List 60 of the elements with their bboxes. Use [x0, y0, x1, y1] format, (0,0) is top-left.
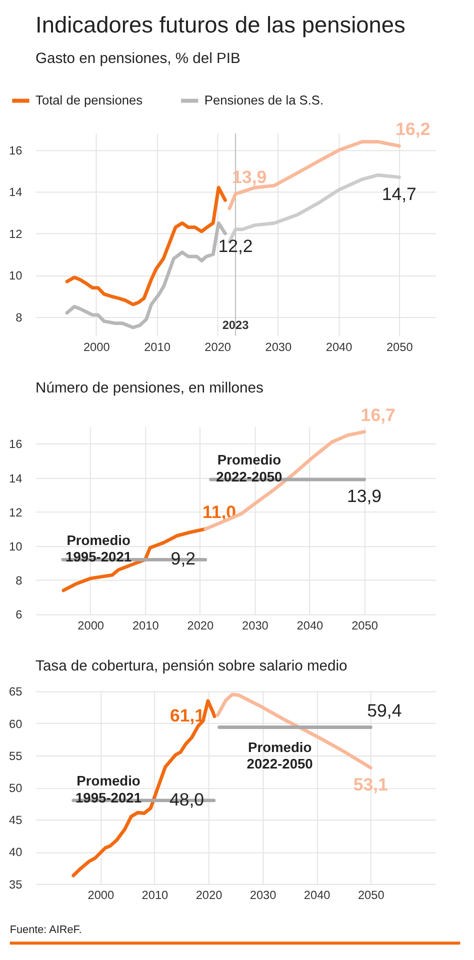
data-label: 14,7: [382, 184, 416, 204]
legend-label: Total de pensiones: [36, 92, 143, 108]
x-tick-label: 2010: [144, 340, 171, 354]
x-tick-label: 2010: [142, 888, 169, 902]
y-tick-label: 50: [9, 781, 23, 796]
x-tick-label: 2020: [187, 618, 214, 633]
data-label: 61,1: [170, 705, 205, 726]
data-label: 59,4: [367, 700, 402, 720]
chart-title: Tasa de cobertura, pensión sobre salario medio: [36, 658, 348, 675]
chart-subtitle: Gasto en pensiones, % del PIB: [36, 50, 240, 67]
x-tick-label: 2030: [265, 340, 292, 354]
data-label: 13,9: [346, 486, 382, 506]
y-tick-label: 14: [9, 185, 23, 200]
y-tick-label: 8: [16, 310, 23, 324]
data-label: 16,7: [360, 404, 396, 425]
x-tick-label: 2010: [132, 618, 160, 633]
y-tick-label: 65: [9, 684, 23, 699]
x-tick-label: 2050: [386, 340, 414, 354]
y-tick-label: 40: [9, 845, 23, 860]
data-label: 12,2: [218, 236, 253, 256]
annotation: Promedio 2022-2050: [216, 452, 283, 484]
data-label: 48,0: [169, 789, 204, 810]
x-tick-label: 2030: [250, 888, 277, 902]
data-label: 9,2: [170, 548, 196, 569]
y-tick-label: 35: [9, 877, 23, 892]
y-tick-label: 8: [16, 574, 23, 588]
y-tick-label: 6: [16, 608, 23, 622]
x-tick-label: 2040: [304, 888, 331, 902]
annotation: Promedio 2022-2050: [246, 738, 314, 772]
x-tick-label: 2030: [242, 618, 269, 633]
y-tick-label: 16: [9, 144, 23, 158]
annotation: Promedio 1995-2021: [66, 532, 132, 565]
data-label: 53,1: [353, 774, 388, 794]
x-tick-label: 2050: [352, 618, 378, 633]
legend-label: Pensiones de la S.S.: [204, 92, 324, 108]
y-tick-label: 12: [9, 226, 22, 241]
annotation: Promedio 1995-2021: [75, 772, 142, 806]
x-tick-label: 2000: [78, 618, 104, 633]
y-tick-label: 10: [9, 268, 23, 283]
x-tick-label: 2040: [296, 618, 324, 633]
y-tick-label: 16: [9, 437, 23, 452]
chart-title: Indicadores futuros de las pensiones: [36, 11, 406, 38]
y-tick-label: 10: [9, 539, 23, 554]
x-tick-label: 2050: [358, 888, 385, 902]
chart-title: Número de pensiones, en millones: [36, 380, 264, 396]
source-note: Fuente: AIReF.: [10, 924, 82, 936]
x-tick-label: 2020: [204, 340, 232, 354]
y-tick-label: 60: [9, 716, 23, 731]
data-label: 16,2: [396, 119, 430, 140]
y-tick-label: 45: [9, 813, 23, 828]
line-series: [62, 527, 208, 592]
y-tick-label: 12: [9, 505, 22, 520]
y-tick-label: 55: [9, 748, 23, 763]
x-tick-label: 2000: [88, 888, 114, 902]
x-tick-label: 2020: [196, 888, 223, 902]
x-tick-label: 2040: [326, 340, 353, 354]
y-tick-label: 14: [9, 471, 23, 486]
ref-line-label: 2023: [222, 318, 250, 332]
line-series: [72, 699, 216, 878]
x-tick-label: 2000: [83, 340, 110, 354]
